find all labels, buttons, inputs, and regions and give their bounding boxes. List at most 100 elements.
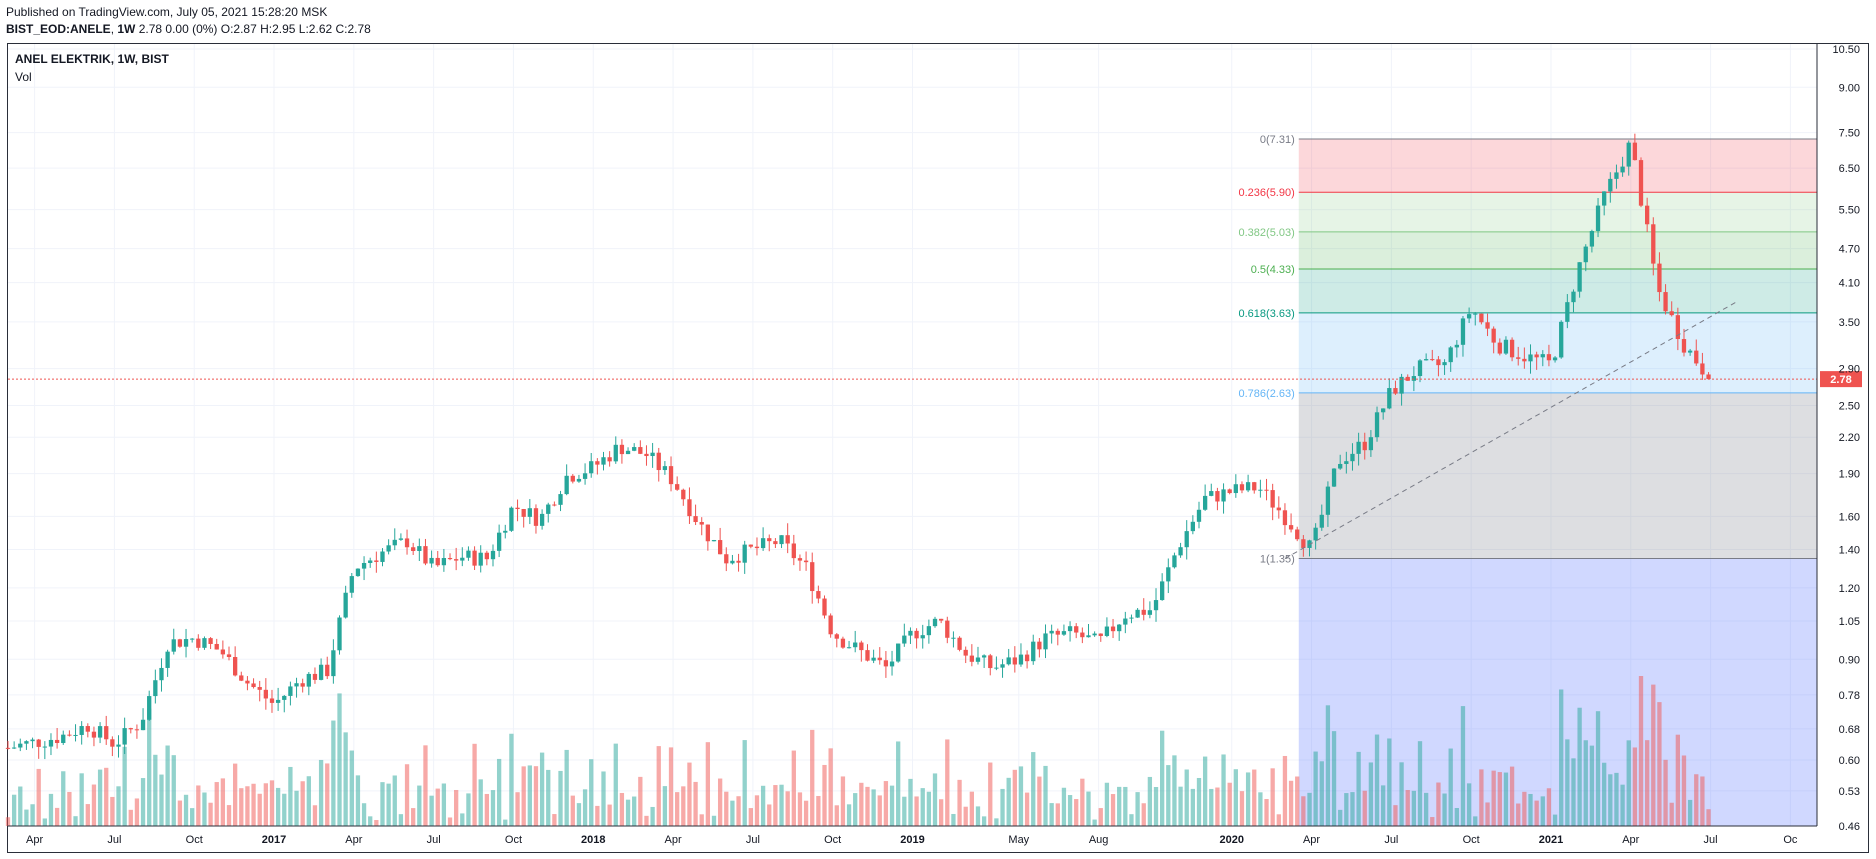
x-tick-label: Oct <box>1463 834 1480 846</box>
chart-frame[interactable] <box>7 43 1869 853</box>
volume-bar <box>1227 782 1232 826</box>
volume-bar <box>1024 792 1030 826</box>
candle-body <box>1184 531 1189 548</box>
candle-body <box>1595 205 1601 232</box>
fib-zone <box>1298 138 1817 193</box>
candle-body <box>724 554 729 564</box>
volume-bar <box>1018 766 1024 826</box>
volume-bar <box>441 783 447 826</box>
candle-body <box>859 642 864 651</box>
volume-bar <box>932 773 938 826</box>
volume-bar <box>153 754 158 826</box>
volume-bar <box>840 776 846 826</box>
y-tick-label: 1.40 <box>1839 545 1860 557</box>
volume-bar <box>18 786 23 826</box>
candle-body <box>300 683 305 687</box>
volume-bar <box>1516 803 1521 826</box>
candle-body <box>1675 315 1680 340</box>
candle-body <box>1454 344 1459 348</box>
volume-bar <box>1319 761 1324 826</box>
volume-bar <box>1417 741 1423 826</box>
candle-body <box>773 541 778 545</box>
volume-bar <box>1442 793 1447 826</box>
volume-bar <box>1295 776 1300 826</box>
y-tick-label: 2.90 <box>1839 364 1860 376</box>
candle-body <box>1687 350 1693 353</box>
volume-bar <box>282 793 287 826</box>
candle-body <box>349 576 354 593</box>
volume-bar <box>1681 755 1687 826</box>
volume-bar <box>846 804 852 826</box>
volume-bar <box>1552 814 1558 826</box>
y-tick-label: 6.50 <box>1839 163 1860 175</box>
candle-body <box>1147 610 1153 615</box>
volume-bar <box>791 750 796 826</box>
candle-body <box>1233 484 1238 494</box>
candle-body <box>638 447 643 454</box>
volume-bar <box>681 786 686 826</box>
candle-body <box>251 683 256 688</box>
y-tick-label: 1.20 <box>1839 583 1860 595</box>
candle-body <box>1571 291 1576 303</box>
candle-body <box>36 739 41 747</box>
volume-bar <box>183 794 189 826</box>
volume-bar <box>1006 777 1011 826</box>
candle-body <box>503 530 508 533</box>
volume-bar <box>1595 711 1601 826</box>
candle-body <box>619 444 625 455</box>
candle-body <box>73 734 78 736</box>
candle-body <box>1264 489 1269 491</box>
volume-bar <box>797 792 803 826</box>
candle-body <box>1393 388 1398 394</box>
volume-bar <box>546 769 551 826</box>
volume-bar <box>810 729 815 826</box>
volume-bar <box>975 806 981 826</box>
volume-bar <box>1466 783 1472 826</box>
volume-bar <box>527 765 532 826</box>
volume-bar <box>460 813 465 826</box>
volume-bar <box>1669 802 1674 826</box>
candle-body <box>1632 142 1638 161</box>
candle-body <box>1344 461 1349 464</box>
candle-body <box>656 452 661 471</box>
volume-bar <box>220 778 226 826</box>
x-tick-label: May <box>1008 834 1029 846</box>
candle-body <box>1430 359 1435 361</box>
candle-body <box>515 507 520 510</box>
volume-bar <box>981 816 987 826</box>
y-tick-label: 2.50 <box>1839 400 1860 412</box>
candle-body <box>1645 205 1650 225</box>
candle-body <box>883 660 889 667</box>
candle-body <box>1037 641 1042 650</box>
volume-bar <box>638 776 643 826</box>
candle-body <box>675 484 680 490</box>
volume-bar <box>1202 756 1208 826</box>
volume-bar <box>902 796 907 826</box>
candle-body <box>681 489 686 500</box>
volume-bar <box>920 788 925 826</box>
volume-bar <box>1043 765 1048 826</box>
volume-bar <box>1608 774 1613 826</box>
volume-bar <box>1430 817 1435 826</box>
candle-body <box>1368 437 1374 451</box>
candle-body <box>257 687 262 690</box>
candle-body <box>202 638 207 648</box>
candle-body <box>85 726 90 732</box>
candle-body <box>368 560 373 563</box>
volume-bar <box>1061 787 1067 826</box>
y-tick-label: 0.60 <box>1839 755 1860 767</box>
candle-body <box>1589 231 1595 247</box>
candle-body <box>576 478 582 482</box>
candle-body <box>632 447 637 451</box>
candle-body <box>853 642 858 648</box>
volume-bar <box>1356 751 1361 826</box>
volume-bar <box>816 795 821 826</box>
candle-body <box>263 689 268 699</box>
volume-bar <box>1031 752 1036 826</box>
candle-body <box>760 538 766 549</box>
candle-body <box>1620 166 1625 173</box>
x-tick-label: Oc <box>1783 834 1798 846</box>
volume-bar <box>865 786 870 826</box>
volume-bar <box>1651 684 1656 826</box>
